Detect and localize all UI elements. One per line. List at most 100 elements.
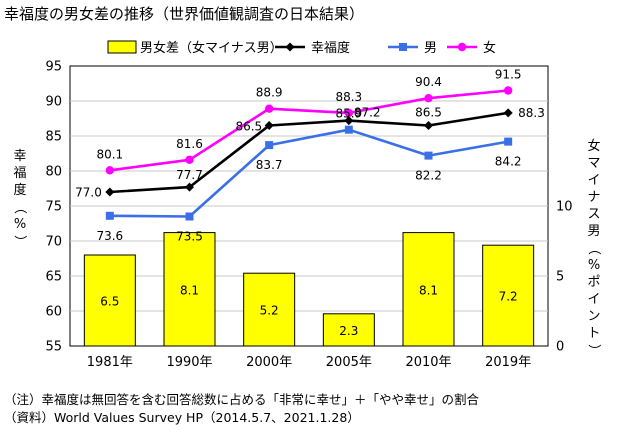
y-axis-left-char: %: [13, 217, 27, 232]
series-marker: [105, 166, 115, 175]
legend-marker: [285, 42, 295, 52]
data-label: 88.3: [335, 90, 362, 104]
series-marker: [344, 116, 354, 126]
y-tick-left: 80: [45, 165, 62, 180]
series-marker: [503, 108, 513, 118]
legend-marker: [399, 43, 407, 51]
x-tick-label: 2005年: [326, 355, 372, 370]
series-marker: [504, 137, 513, 146]
x-tick-label: 2000年: [246, 355, 292, 370]
legend-label: 男: [424, 41, 437, 56]
data-label: 82.2: [415, 169, 442, 183]
y-tick-left: 60: [45, 305, 62, 320]
series-marker: [503, 86, 513, 95]
legend-label: 男女差（女マイナス男）: [140, 40, 283, 56]
y-tick-left: 75: [45, 200, 62, 215]
data-label: 88.9: [256, 86, 283, 100]
series-marker: [265, 141, 274, 150]
bar-value-label: 8.1: [419, 283, 438, 297]
x-tick-label: 2019年: [485, 355, 531, 370]
y-axis-right-label: 女マイナス男（% ポイント）: [586, 138, 602, 359]
y-tick-right: 0: [556, 340, 564, 355]
series-marker: [185, 155, 194, 164]
y-axis-right-char: 女: [587, 139, 601, 154]
y-tick-right: 10: [556, 200, 573, 215]
source-note: （資料）World Values Survey HP（2014.5.7、2021…: [4, 410, 360, 425]
series-marker: [105, 211, 114, 220]
footnote: （注）幸福度は無回答を含む回答総数に占める「非常に幸せ」＋「やや幸せ」の割合: [4, 392, 480, 407]
y-tick-right: 5: [556, 270, 564, 285]
y-axis-right-char: %: [587, 258, 601, 273]
x-tick-label: 2010年: [405, 355, 451, 370]
bar-value-label: 6.5: [100, 295, 119, 309]
data-label: 84.2: [495, 155, 522, 169]
y-axis-right-char: マ: [587, 156, 601, 171]
bar: [322, 313, 375, 347]
y-axis-right-char: ナ: [587, 190, 601, 205]
series-marker: [264, 121, 274, 130]
bar: [163, 232, 216, 347]
series-marker: [424, 94, 433, 103]
data-label: 73.5: [176, 230, 203, 244]
y-tick-left: 90: [45, 95, 62, 110]
bar: [402, 232, 455, 347]
data-label: 77.0: [75, 186, 102, 200]
y-axis-right-char: ト: [587, 326, 601, 341]
data-label: 83.7: [256, 158, 283, 172]
data-label: 90.4: [415, 75, 442, 89]
data-label: 86.5: [415, 106, 442, 120]
y-axis-right-char: イ: [587, 173, 601, 188]
series-marker: [344, 108, 354, 118]
x-tick-label: 1990年: [166, 355, 212, 370]
y-axis-left-char: （: [12, 200, 28, 215]
bar: [482, 244, 535, 347]
y-tick-left: 95: [45, 60, 62, 75]
series-marker: [424, 151, 433, 160]
series-marker: [185, 212, 194, 221]
data-label: 86.5: [235, 120, 262, 134]
x-tick-label: 1981年: [87, 355, 133, 370]
y-axis-right-char: ポ: [587, 275, 601, 290]
legend-label: 女: [483, 40, 496, 56]
data-label: 77.7: [176, 168, 203, 182]
series-marker: [105, 187, 115, 197]
y-axis-right-char: ン: [587, 309, 601, 324]
chart-title: 幸福度の男女差の推移（世界価値観調査の日本結果）: [4, 5, 365, 23]
bar-value-label: 2.3: [339, 324, 358, 338]
series-marker: [264, 104, 274, 113]
y-tick-left: 70: [45, 235, 62, 250]
y-tick-left: 65: [45, 270, 62, 285]
bar: [243, 272, 296, 347]
bar: [83, 254, 136, 347]
series-line: [109, 89, 509, 172]
series-marker: [185, 182, 194, 192]
y-axis-left-char: ）: [12, 234, 28, 249]
y-axis-left-char: 福: [13, 166, 27, 181]
legend-swatch: [107, 40, 137, 54]
bar-value-label: 5.2: [260, 304, 279, 318]
data-label: 91.5: [495, 68, 522, 82]
series-line: [109, 111, 509, 194]
data-label: 87.2: [354, 106, 381, 120]
series-marker: [424, 121, 433, 130]
series-line: [109, 128, 509, 218]
bar-value-label: 8.1: [180, 283, 199, 297]
y-axis-left-char: 度: [13, 183, 27, 198]
y-axis-right-char: ス: [587, 207, 601, 222]
legend-label: 幸福度: [311, 40, 350, 56]
data-label: 80.1: [96, 147, 123, 161]
series-marker: [344, 125, 353, 134]
data-label: 73.6: [96, 229, 123, 243]
data-label: 88.3: [518, 106, 545, 120]
data-label: 85.9: [335, 107, 362, 121]
y-axis-left-label: 幸福度 （% ）: [12, 148, 28, 250]
y-axis-left-char: 幸: [13, 149, 27, 164]
y-axis-right-char: 男: [587, 224, 601, 239]
y-tick-left: 85: [45, 130, 62, 145]
legend-marker: [457, 42, 467, 52]
y-axis-right-char: ）: [586, 343, 602, 358]
y-tick-left: 55: [45, 340, 62, 355]
y-axis-right-char: （: [586, 241, 602, 256]
bar-value-label: 7.2: [499, 290, 518, 304]
